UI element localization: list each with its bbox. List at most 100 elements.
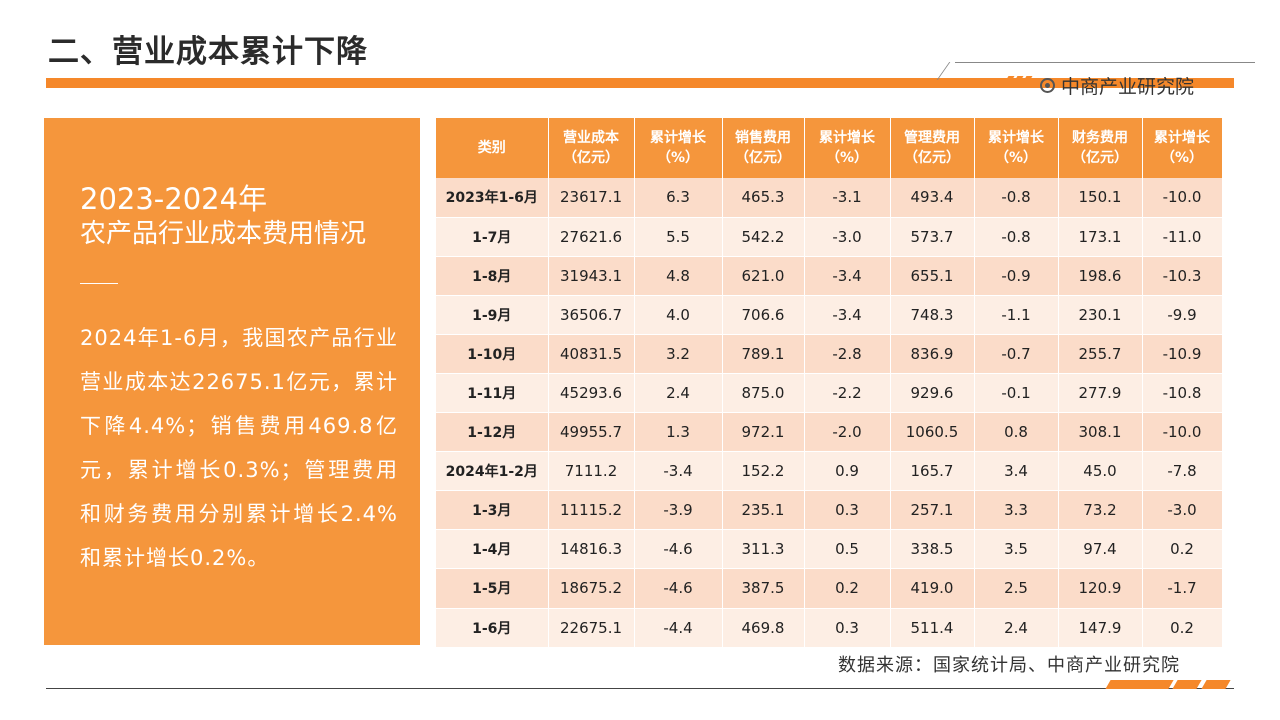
table-cell: 147.9 — [1058, 608, 1143, 648]
table-cell: 4.8 — [634, 256, 723, 296]
brand-logo: 中商产业研究院 — [1040, 72, 1194, 99]
table-cell: 1.3 — [634, 412, 723, 453]
footer-line — [46, 688, 1234, 689]
table-cell: 836.9 — [890, 334, 975, 374]
header-cell-line: 管理费用 — [904, 130, 960, 146]
table-cell: -10.9 — [1142, 334, 1223, 374]
table-row: 1-7月 27621.6 5.5 542.2 -3.0 573.7 -0.8 173.1 -11… — [436, 217, 1223, 257]
header-cell-line: 类别 — [477, 140, 506, 156]
table-cell: -3.1 — [804, 178, 891, 218]
table-cell: -3.4 — [804, 295, 891, 335]
table-row: 1-10月 40831.5 3.2 789.1 -2.8 836.9 -0.7 255.7 -1… — [436, 334, 1223, 374]
table-cell: 14816.3 — [548, 529, 635, 570]
table-cell: 11115.2 — [548, 490, 635, 531]
table-cell: 789.1 — [722, 334, 805, 374]
table-header-cell: 类别 — [436, 118, 549, 178]
summary-year-range: 2023-2024年 — [80, 182, 268, 216]
table-cell: -2.0 — [804, 412, 891, 453]
title-accent-bar — [46, 78, 1234, 88]
table-body: 2023年1-6月 23617.1 6.3 465.3 -3.1 493.4 -0.8 150… — [436, 178, 1223, 648]
table-cell: 493.4 — [890, 178, 975, 218]
table-cell: 152.2 — [722, 451, 805, 492]
table-header-cell: 销售费用 （亿元） — [722, 118, 805, 178]
header-cell-line: 累计增长 — [988, 130, 1044, 146]
table-cell: 4.0 — [634, 295, 723, 335]
table-cell: 748.3 — [890, 295, 975, 335]
table-row-category: 1-3月 — [436, 490, 549, 531]
header-cell-line: 累计增长 — [650, 130, 706, 146]
table-cell: 45293.6 — [548, 373, 635, 414]
table-cell: 542.2 — [722, 217, 805, 257]
header-cell-line: （%） — [825, 150, 869, 166]
table-cell: 277.9 — [1058, 373, 1143, 414]
table-cell: 97.4 — [1058, 529, 1143, 570]
table-cell: 18675.2 — [548, 568, 635, 609]
table-cell: -1.7 — [1142, 568, 1223, 609]
table-header-cell: 管理费用 （亿元） — [890, 118, 975, 178]
table-cell: 875.0 — [722, 373, 805, 414]
page-title: 二、营业成本累计下降 — [48, 34, 368, 70]
table-row-category: 1-8月 — [436, 256, 549, 296]
table-cell: 2.4 — [974, 608, 1059, 648]
table-cell: 419.0 — [890, 568, 975, 609]
table-cell: -10.0 — [1142, 178, 1223, 218]
table-cell: -7.8 — [1142, 451, 1223, 492]
cost-table-container: 类别 营业成本 （亿元） 累计增长 （%） 销售费用 （亿元） 累计增长 （%） 管理费用 （亿元）… — [436, 118, 1223, 648]
table-cell: 338.5 — [890, 529, 975, 570]
table-row: 1-4月 14816.3 -4.6 311.3 0.5 338.5 3.5 97.4 0.2 — [436, 529, 1223, 570]
table-row: 1-8月 31943.1 4.8 621.0 -3.4 655.1 -0.9 198.6 -10… — [436, 256, 1223, 296]
summary-subtitle: 农产品行业成本费用情况 — [80, 219, 367, 249]
table-cell: 387.5 — [722, 568, 805, 609]
header-cell-line: （亿元） — [1072, 150, 1128, 166]
table-header-cell: 累计增长 （%） — [974, 118, 1059, 178]
table-cell: 73.2 — [1058, 490, 1143, 531]
table-cell: -1.1 — [974, 295, 1059, 335]
table-cell: 3.4 — [974, 451, 1059, 492]
header-cell-line: （亿元） — [904, 150, 960, 166]
table-cell: 0.9 — [804, 451, 891, 492]
table-row-category: 1-5月 — [436, 568, 549, 609]
table-cell: 511.4 — [890, 608, 975, 648]
header-cell-line: 财务费用 — [1072, 130, 1128, 146]
table-cell: 3.3 — [974, 490, 1059, 531]
table-row: 1-12月 49955.7 1.3 972.1 -2.0 1060.5 0.8 308.1 -1… — [436, 412, 1223, 453]
table-cell: 36506.7 — [548, 295, 635, 335]
table-row-category: 1-11月 — [436, 373, 549, 414]
table-cell: -10.3 — [1142, 256, 1223, 296]
table-row: 1-6月 22675.1 -4.4 469.8 0.3 511.4 2.4 147.9 0.2 — [436, 608, 1223, 648]
table-cell: -3.4 — [634, 451, 723, 492]
table-cell: -3.9 — [634, 490, 723, 531]
table-header-row: 类别 营业成本 （亿元） 累计增长 （%） 销售费用 （亿元） 累计增长 （%） 管理费用 （亿元）… — [436, 118, 1223, 178]
table-cell: 972.1 — [722, 412, 805, 453]
table-cell: 2.5 — [974, 568, 1059, 609]
header-cell-line: 营业成本 — [563, 130, 619, 146]
table-cell: -0.8 — [974, 178, 1059, 218]
table-cell: -4.6 — [634, 529, 723, 570]
table-cell: 45.0 — [1058, 451, 1143, 492]
table-cell: 3.5 — [974, 529, 1059, 570]
table-cell: -3.0 — [1142, 490, 1223, 531]
table-cell: 929.6 — [890, 373, 975, 414]
table-cell: 573.7 — [890, 217, 975, 257]
data-source-note: 数据来源：国家统计局、中商产业研究院 — [838, 655, 1180, 676]
summary-panel: 2023-2024年 农产品行业成本费用情况 2024年1-6月，我国农产品行业… — [44, 118, 420, 645]
table-cell: 40831.5 — [548, 334, 635, 374]
table-row-category: 1-7月 — [436, 217, 549, 257]
table-cell: -0.7 — [974, 334, 1059, 374]
table-cell: 0.3 — [804, 490, 891, 531]
table-cell: 0.2 — [804, 568, 891, 609]
table-cell: 0.2 — [1142, 529, 1223, 570]
table-cell: 257.1 — [890, 490, 975, 531]
header-cell-line: （%） — [656, 150, 700, 166]
table-cell: 0.5 — [804, 529, 891, 570]
table-cell: 0.2 — [1142, 608, 1223, 648]
table-cell: 0.3 — [804, 608, 891, 648]
header-cell-line: 累计增长 — [1154, 130, 1210, 146]
table-cell: 27621.6 — [548, 217, 635, 257]
table-cell: 23617.1 — [548, 178, 635, 218]
table-cell: 230.1 — [1058, 295, 1143, 335]
table-row-category: 2024年1-2月 — [436, 451, 549, 492]
table-cell: -3.4 — [804, 256, 891, 296]
table-cell: 1060.5 — [890, 412, 975, 453]
table-cell: 235.1 — [722, 490, 805, 531]
